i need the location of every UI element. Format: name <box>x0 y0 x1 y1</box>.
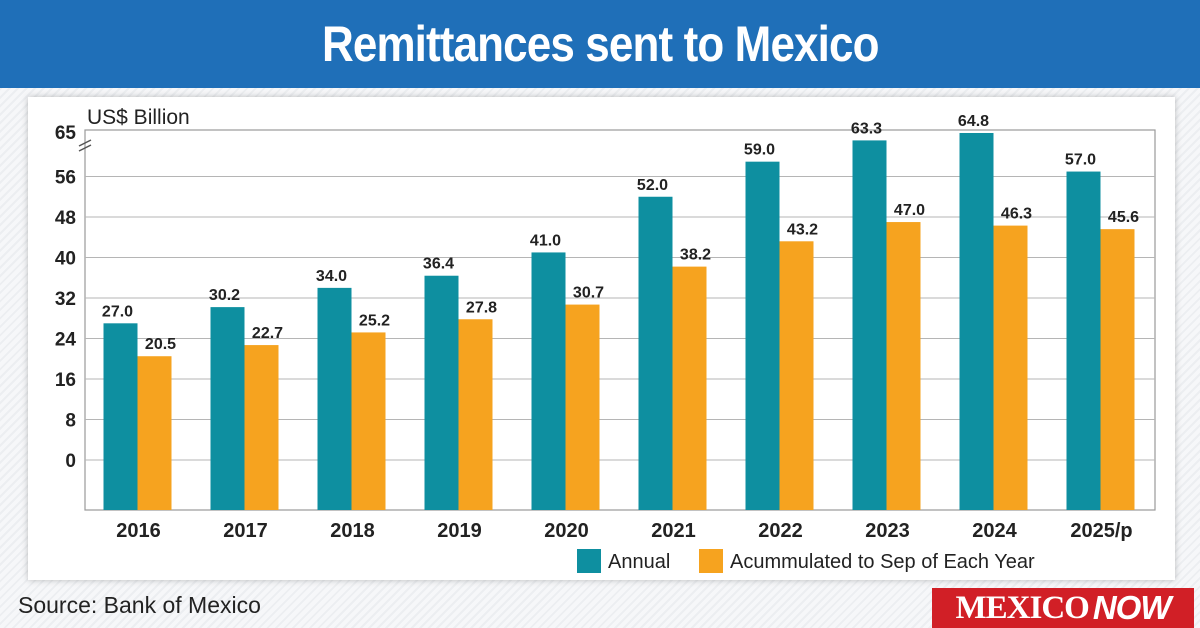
bar-annual <box>210 307 245 510</box>
data-label: 45.6 <box>1108 209 1139 226</box>
legend-swatch-accumulated <box>699 549 723 573</box>
x-tick-label: 2019 <box>437 520 482 542</box>
data-label: 46.3 <box>1001 206 1032 223</box>
bar-annual <box>531 252 566 510</box>
bar-annual <box>638 196 673 510</box>
data-label: 27.8 <box>466 299 497 316</box>
data-label: 63.3 <box>851 120 882 137</box>
axis-break-mark <box>78 139 92 147</box>
y-tick-label: 32 <box>55 289 76 310</box>
x-tick-label: 2016 <box>116 520 161 542</box>
logo-text-mexico: MEXICO <box>955 589 1090 626</box>
bar-accumulated <box>137 356 172 510</box>
chart-card: 0 8 16 24 32 40 48 56 65 US$ Billion 27.0 20.5 2016 3… <box>28 97 1175 580</box>
x-tick-label: 2020 <box>544 520 589 542</box>
bar-annual <box>745 161 780 510</box>
bar-accumulated <box>886 222 921 510</box>
y-tick-label: 56 <box>55 168 76 189</box>
y-tick-label: 48 <box>55 208 76 229</box>
data-label: 59.0 <box>744 142 775 159</box>
bar-annual <box>959 132 994 510</box>
y-tick-label: 8 <box>65 411 76 432</box>
y-tick-label: 65 <box>55 123 77 144</box>
x-tick-label: 2021 <box>651 520 696 542</box>
bar-annual <box>1066 171 1101 511</box>
data-label: 25.2 <box>359 312 390 329</box>
bar-annual <box>103 323 138 510</box>
y-tick-label: 40 <box>55 249 76 270</box>
bar-accumulated <box>1100 229 1135 510</box>
y-tick-label: 16 <box>55 370 76 391</box>
data-label: 47.0 <box>894 202 925 219</box>
data-label: 38.2 <box>680 247 711 264</box>
bar-annual <box>317 287 352 510</box>
x-tick-label: 2025/p <box>1070 520 1132 542</box>
data-label: 30.7 <box>573 285 604 302</box>
y-tick-label: 0 <box>65 451 76 472</box>
legend-swatch-annual <box>577 549 601 573</box>
data-label: 22.7 <box>252 325 283 342</box>
x-tick-label: 2017 <box>223 520 268 542</box>
data-label: 64.8 <box>958 113 989 130</box>
bar-annual <box>852 140 887 510</box>
y-tick-label: 24 <box>55 330 77 351</box>
data-label: 34.0 <box>316 268 347 285</box>
bar-accumulated <box>351 332 386 510</box>
data-label: 20.5 <box>145 336 176 353</box>
page-title: Remittances sent to Mexico <box>321 16 880 72</box>
x-tick-label: 2024 <box>972 520 1017 542</box>
data-label: 43.2 <box>787 221 818 238</box>
bar-accumulated <box>779 241 814 511</box>
y-axis-label: US$ Billion <box>87 106 190 129</box>
title-bar: Remittances sent to Mexico <box>0 0 1200 88</box>
data-label: 36.4 <box>423 256 454 273</box>
bar-accumulated <box>458 319 493 510</box>
bar-accumulated <box>244 345 279 510</box>
bar-accumulated <box>993 225 1028 510</box>
logo-text-now: NOW <box>1092 589 1172 626</box>
source-note: Source: Bank of Mexico <box>18 592 261 618</box>
data-label: 52.0 <box>637 177 668 194</box>
x-tick-label: 2022 <box>758 520 803 542</box>
data-label: 41.0 <box>530 232 561 249</box>
plot-frame <box>84 129 1156 511</box>
bar-accumulated <box>672 266 707 510</box>
legend-label-accumulated: Acummulated to Sep of Each Year <box>730 551 1035 573</box>
bar-accumulated <box>565 304 600 510</box>
data-label: 27.0 <box>102 303 133 320</box>
x-tick-label: 2018 <box>330 520 375 542</box>
x-tick-label: 2023 <box>865 520 910 542</box>
axis-break-mark <box>78 144 92 152</box>
data-label: 57.0 <box>1065 152 1096 169</box>
data-label: 30.2 <box>209 287 240 304</box>
legend-label-annual: Annual <box>608 551 670 573</box>
mexico-now-logo: MEXICO NOW <box>932 588 1194 628</box>
bar-annual <box>424 275 459 510</box>
bar-chart: 0 8 16 24 32 40 48 56 65 US$ Billion 27.0 20.5 2016 3… <box>55 106 1156 573</box>
